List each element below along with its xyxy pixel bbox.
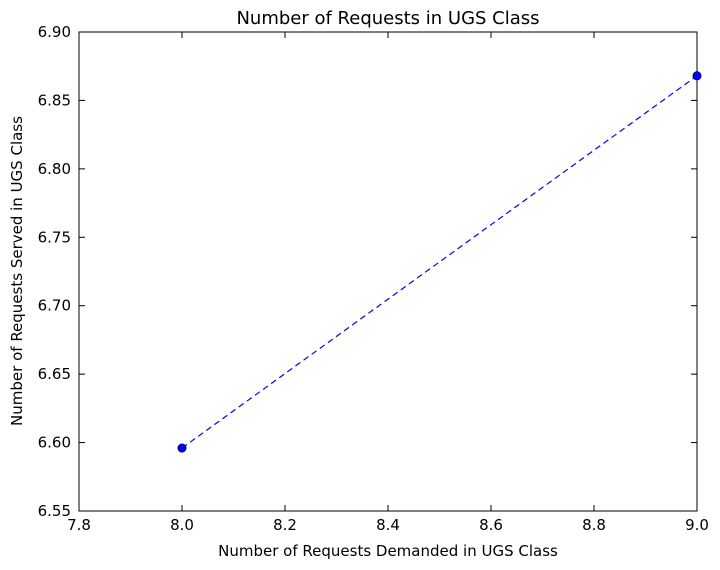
y-tick-label: 6.70 [38, 297, 71, 315]
y-tick-label: 6.65 [38, 365, 71, 383]
plot-frame [78, 31, 698, 512]
y-tick-label: 6.80 [38, 160, 71, 178]
chart-title: Number of Requests in UGS Class [236, 8, 539, 29]
y-axis-title: Number of Requests Served in UGS Class [8, 116, 26, 426]
series-line [181, 75, 698, 449]
data-point [177, 443, 187, 453]
y-tick-label: 6.75 [38, 228, 71, 246]
axis-ticks: 7.8 8.0 8.2 8.4 8.6 8.8 9.0 6.55 6.60 6.65 6.70 6.7… [38, 23, 709, 534]
y-tick-label: 6.60 [38, 434, 71, 452]
x-tick-label: 7.8 [67, 516, 91, 534]
y-tick-label: 6.55 [38, 502, 71, 520]
plot-area: 7.8 8.0 8.2 8.4 8.6 8.8 9.0 6.55 6.60 6.65 6.70 6.7… [38, 23, 709, 534]
x-tick-label: 8.2 [273, 516, 297, 534]
x-tick-label: 8.6 [479, 516, 503, 534]
x-axis-title: Number of Requests Demanded in UGS Class [218, 542, 558, 560]
x-tick-label: 8.0 [170, 516, 194, 534]
x-tick-label: 8.8 [582, 516, 606, 534]
x-tick-label: 8.4 [376, 516, 400, 534]
series-layer [177, 71, 702, 453]
y-tick-label: 6.90 [38, 23, 71, 41]
x-tick-label: 9.0 [685, 516, 709, 534]
data-point [692, 71, 702, 81]
y-tick-label: 6.85 [38, 91, 71, 109]
